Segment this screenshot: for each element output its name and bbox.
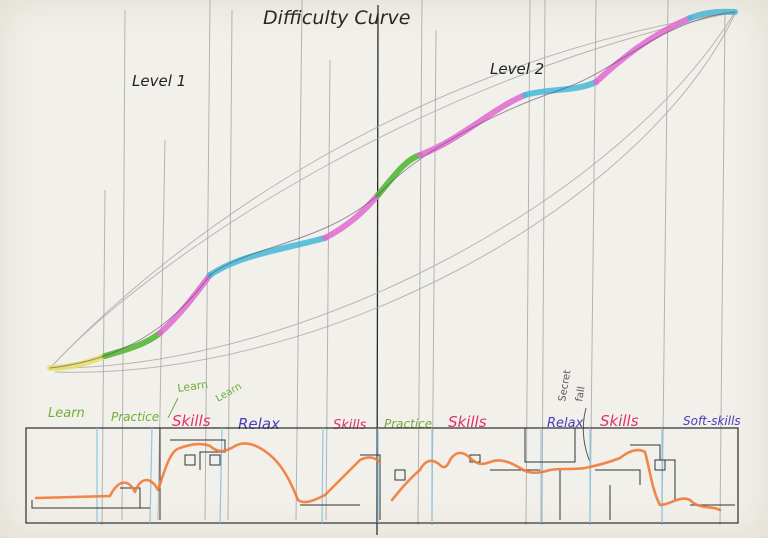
curve-relax-1 [207, 235, 328, 278]
label-learn: Learn [48, 406, 85, 421]
curve-skills-4 [593, 15, 693, 85]
player-path [34, 442, 722, 512]
curve-ink-line [49, 11, 736, 369]
label-relax: Relax [547, 416, 584, 431]
level-1-label: Level 1 [132, 72, 186, 90]
curve-soft-skills [687, 8, 738, 21]
label-practice: Practice [111, 410, 159, 424]
annotation-arrow [167, 397, 179, 419]
secret-pointer [582, 407, 591, 463]
curve-skills-3 [417, 92, 528, 158]
terrain-ink [31, 428, 735, 520]
label-relax: Relax [238, 415, 280, 433]
section-dividers [96, 427, 663, 524]
curve-practice [102, 330, 163, 359]
label-skills: Skills [172, 412, 211, 430]
annotation-fall: fall [574, 386, 587, 403]
annotation-learn-a: Learn [177, 378, 209, 395]
curve-relax-2 [522, 79, 599, 98]
label-skills: Skills [333, 418, 367, 433]
label-skills: Skills [448, 413, 487, 431]
level-divider [376, 4, 379, 536]
difficulty-curve [47, 8, 738, 371]
level-2-label: Level 2 [490, 60, 544, 78]
label-soft-skills: Soft-skills [683, 414, 741, 428]
level-layout-strip [25, 427, 739, 524]
label-practice: Practice [384, 417, 432, 431]
curve-skills-2 [322, 192, 381, 241]
pencil-envelope [49, 11, 736, 373]
page-title: Difficulty Curve [263, 7, 410, 29]
label-skills: Skills [600, 412, 639, 430]
strip-frame [25, 427, 739, 524]
annotation-secret: Secret [557, 369, 573, 402]
pencil-guides [101, 0, 726, 526]
